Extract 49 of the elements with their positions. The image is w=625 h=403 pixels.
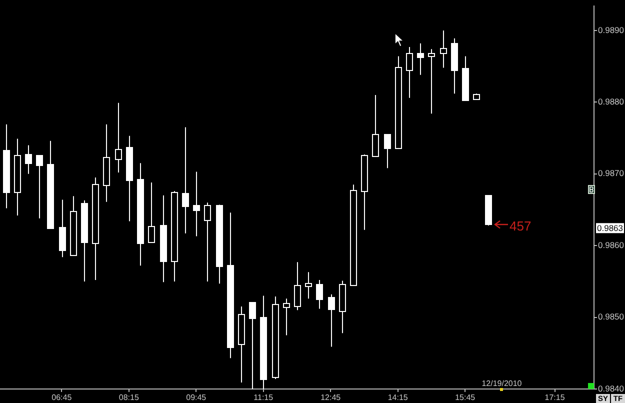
candlestick (440, 30, 447, 68)
candlestick (372, 94, 379, 157)
y-tick-label: 0.9880 (598, 96, 624, 107)
candlestick (294, 262, 301, 311)
candlestick (182, 126, 189, 234)
y-tick-label: 0.9890 (598, 24, 624, 35)
y-tick-label: 0.9840 (598, 383, 624, 394)
text: 0.9863 (597, 222, 624, 233)
candlestick (406, 46, 413, 98)
candlestick (238, 306, 245, 384)
candlestick (305, 272, 312, 300)
x-tick-label: 09:45 (186, 393, 207, 402)
candlestick (103, 124, 110, 202)
candlestick (428, 48, 435, 114)
candlestick (171, 190, 178, 282)
candlestick (473, 94, 480, 100)
x-tick-label: 15:45 (455, 393, 476, 402)
candlestick (148, 182, 155, 243)
candlestick (115, 102, 122, 173)
y-tick-label: 0.9860 (598, 240, 624, 250)
candlestick (384, 134, 391, 169)
candlestick (361, 155, 368, 230)
x-tick-label: 14:15 (388, 393, 408, 402)
x-tick-label: 08:15 (118, 393, 140, 402)
x-tick-label: 12:45 (320, 393, 342, 402)
x-tick-label: 11:15 (254, 393, 274, 402)
y-tick-label: 0.9870 (598, 168, 624, 178)
x-tick-label: 17:15 (544, 393, 566, 402)
candlestick (59, 199, 66, 258)
x-tick-label: 06:45 (52, 393, 72, 402)
candlestick (339, 280, 346, 334)
candlestick (25, 144, 32, 174)
candlestick (14, 138, 21, 216)
candlestick (350, 184, 357, 286)
candlestick (249, 302, 256, 390)
annotation: 457 (510, 218, 532, 234)
candlestick (272, 296, 279, 380)
annotation: 12/19/2010 (482, 379, 522, 388)
candlestick (283, 298, 290, 336)
candlestick (204, 202, 211, 282)
candlestick (328, 294, 335, 348)
y-tick-label: 0.9850 (598, 312, 624, 322)
candlestick (395, 56, 402, 149)
candlestick (70, 196, 77, 256)
candlestick (36, 154, 43, 219)
candlestick (193, 171, 200, 237)
candlestick (92, 176, 99, 281)
candlestick (316, 280, 323, 310)
candlestick (417, 42, 424, 76)
